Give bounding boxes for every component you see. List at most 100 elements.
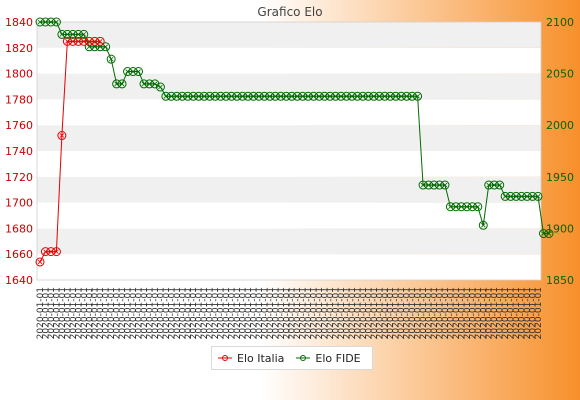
x-tick-label: 2020-01-01 (425, 287, 435, 339)
fide-point-mark (103, 44, 108, 50)
x-tick-label: 2020-01-01 (91, 287, 101, 339)
fide-point-mark (497, 182, 502, 188)
fide-point (57, 29, 67, 39)
x-tick-label: 2020-01-01 (496, 287, 506, 339)
fide-point (303, 91, 313, 101)
x-tick-label: 2020-01-01 (173, 287, 183, 339)
fide-point (62, 29, 72, 39)
fide-point (528, 191, 538, 201)
fide-point-mark (136, 69, 141, 74)
fide-point (489, 180, 499, 190)
fide-point (259, 91, 269, 101)
fide-point (391, 91, 401, 101)
fide-point (188, 91, 198, 101)
x-tick-label: 2020-01-01 (58, 287, 68, 339)
italia-point (95, 36, 105, 46)
fide-point (128, 67, 138, 77)
fide-point (166, 91, 176, 101)
y-left-tick-label: 1780 (5, 93, 33, 106)
fide-point (440, 180, 450, 190)
italia-point (73, 36, 83, 46)
fide-point (172, 91, 182, 101)
fide-point (68, 29, 78, 39)
x-tick-label: 2020-01-01 (211, 287, 221, 339)
x-tick-label: 2020-01-01 (342, 287, 352, 339)
fide-point (144, 79, 154, 89)
x-tick-label: 2020-01-01 (479, 287, 489, 339)
x-tick-label: 2020-01-01 (238, 287, 248, 339)
plot-band (37, 47, 541, 74)
fide-point (106, 54, 116, 64)
x-tick-label: 2020-01-01 (518, 287, 528, 339)
fide-point (309, 91, 319, 101)
x-tick-label: 2020-01-01 (386, 287, 396, 339)
x-tick-label: 2020-01-01 (359, 287, 369, 339)
fide-point (112, 79, 122, 89)
fide-point-mark (158, 84, 163, 90)
y-left-tick-label: 1660 (5, 248, 33, 261)
x-tick-label: 2020-01-01 (260, 287, 270, 339)
x-tick-label: 2020-01-01 (397, 287, 407, 339)
fide-point (445, 202, 455, 212)
fide-point (396, 91, 406, 101)
italia-point (79, 36, 89, 46)
x-tick-label: 2020-01-01 (288, 287, 298, 339)
y-right-tick-label: 1900 (546, 222, 574, 235)
fide-point (150, 79, 160, 89)
fide-point (533, 191, 543, 201)
fide-point (40, 17, 50, 27)
fide-point (413, 91, 423, 101)
y-left-tick-label: 1760 (5, 119, 33, 132)
fide-point (467, 202, 477, 212)
legend: Elo Italia Elo FIDE (211, 346, 373, 370)
x-tick-label: 2020-01-01 (332, 287, 342, 339)
legend-italia-label: Elo Italia (237, 351, 285, 365)
y-left-tick-label: 1680 (5, 222, 33, 235)
plot-band (37, 22, 541, 48)
fide-point (155, 82, 165, 92)
italia-point-mark (97, 39, 103, 44)
x-tick-label: 2020-01-01 (63, 287, 73, 339)
fide-point-mark (54, 19, 59, 25)
plot-band (37, 176, 541, 203)
x-tick-label: 2020-01-01 (52, 287, 62, 339)
italia-point (62, 36, 72, 46)
x-tick-label: 2020-01-01 (206, 287, 216, 339)
legend-item-italia: Elo Italia (218, 352, 284, 365)
fide-point (402, 91, 412, 101)
x-tick-label: 2020-01-01 (41, 287, 51, 339)
x-tick-label: 2020-01-01 (85, 287, 95, 339)
fide-point (35, 17, 45, 27)
y-right-tick-label: 1950 (546, 171, 574, 184)
fide-point-mark (480, 223, 486, 228)
fide-point (429, 180, 439, 190)
y-left-tick-label: 1840 (5, 16, 33, 29)
fide-point (183, 91, 193, 101)
fide-point (227, 91, 237, 101)
y-left-tick-label: 1640 (5, 274, 33, 287)
x-tick-label: 2020-01-01 (233, 287, 243, 339)
x-tick-label: 2020-01-01 (419, 287, 429, 339)
fide-point (117, 79, 127, 89)
x-tick-label: 2020-01-01 (162, 287, 172, 339)
fide-point (434, 180, 444, 190)
italia-point (40, 247, 50, 257)
fide-point (506, 191, 516, 201)
x-tick-label: 2020-01-01 (523, 287, 533, 339)
x-tick-label: 2020-01-01 (435, 287, 445, 339)
italia-point (84, 36, 94, 46)
fide-point (216, 91, 226, 101)
x-tick-label: 2020-01-01 (107, 287, 117, 339)
x-tick-label: 2020-01-01 (228, 287, 238, 339)
italia-point-mark (54, 249, 59, 254)
fide-point (276, 91, 286, 101)
x-tick-label: 2020-01-01 (403, 287, 413, 339)
x-tick-label: 2020-01-01 (408, 287, 418, 339)
x-tick-label: 2020-01-01 (414, 287, 424, 339)
x-tick-label: 2020-01-01 (145, 287, 155, 339)
x-tick-label: 2020-01-01 (118, 287, 128, 339)
fide-point (314, 91, 324, 101)
fide-point (500, 191, 510, 201)
x-tick-label: 2020-01-01 (430, 287, 440, 339)
fide-point (265, 91, 275, 101)
